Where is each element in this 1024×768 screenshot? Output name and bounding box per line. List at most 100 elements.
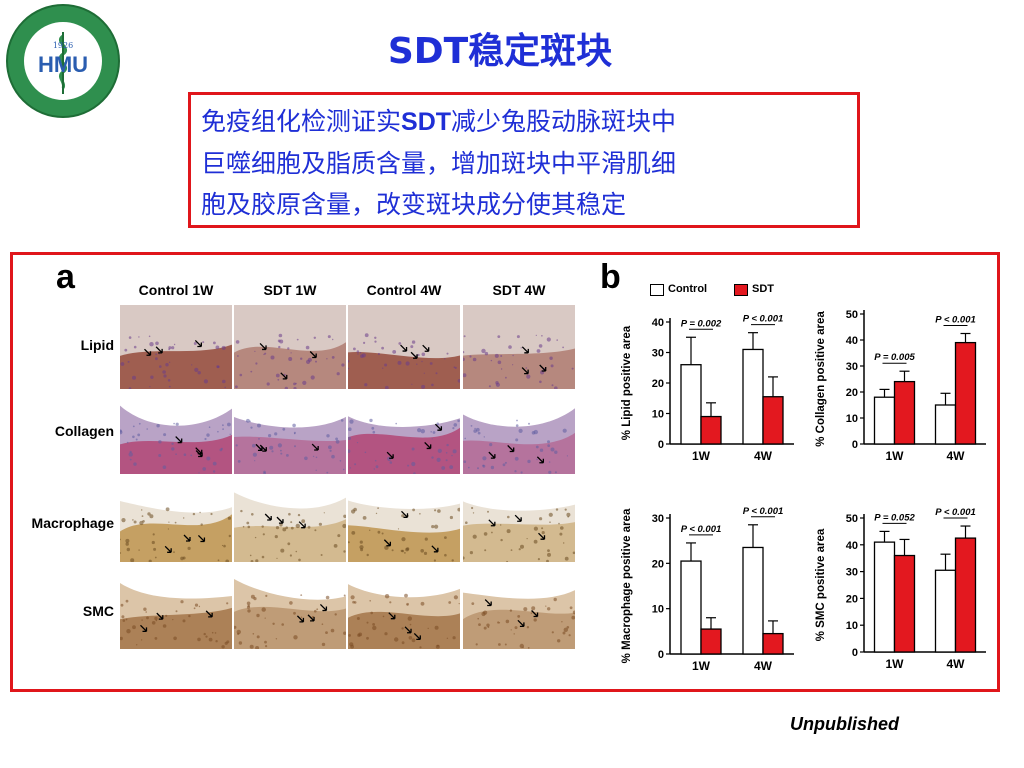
- smc-bar-sdt-4w: [954, 537, 977, 653]
- legend-label-sdt: SDT: [752, 283, 774, 295]
- lipid-bar-sdt-4w: [762, 396, 784, 445]
- smc-y-axis-label: % SMC positive area: [815, 528, 827, 641]
- smc-y-tick-label: 40: [846, 540, 858, 552]
- smc-bar-control-1w: [873, 541, 896, 653]
- collagen-x-tick-label-4w: 4W: [947, 449, 966, 463]
- micrograph-macrophage-4: [463, 478, 575, 562]
- logo-initials: HMU: [38, 52, 88, 77]
- col-head-control-4w: Control 4W: [366, 282, 442, 298]
- legend-swatch-sdt: [734, 284, 748, 296]
- row-head-macrophage: Macrophage: [31, 515, 114, 531]
- macrophage-p-value-4w: P < 0.001: [743, 506, 784, 517]
- col-head-sdt-4w: SDT 4W: [492, 282, 546, 298]
- macrophage-bar-control-1w: [680, 560, 702, 655]
- figure-frame: [10, 252, 1000, 692]
- row-head-lipid: Lipid: [80, 337, 114, 353]
- collagen-bar-sdt-4w: [954, 341, 977, 445]
- collagen-y-tick-label: 20: [846, 387, 858, 399]
- lipid-y-tick-label: 0: [658, 439, 664, 451]
- summary-line-2: 巨噬细胞及脂质含量，增加斑块中平滑肌细: [201, 149, 677, 178]
- collagen-y-tick-label: 40: [846, 335, 858, 347]
- smc-y-tick-label: 50: [846, 513, 858, 525]
- col-head-sdt-1w: SDT 1W: [263, 282, 317, 298]
- legend-label-control: Control: [668, 283, 708, 295]
- macrophage-bar-sdt-4w: [762, 632, 784, 655]
- macrophage-bar-sdt-1w: [700, 628, 722, 655]
- col-head-control-1w: Control 1W: [138, 282, 214, 298]
- macrophage-y-tick-label: 0: [658, 649, 664, 661]
- macrophage-y-tick-label: 30: [652, 513, 664, 525]
- micrograph-lipid-1: [120, 305, 232, 389]
- micrograph-lipid-2: [234, 305, 346, 389]
- university-logo: 1926 HMU: [4, 2, 122, 120]
- micrograph-lipid-4: [463, 305, 575, 389]
- collagen-y-tick-label: 30: [846, 361, 858, 373]
- smc-bar-control-4w: [934, 569, 957, 653]
- micrograph-macrophage-1: [120, 478, 232, 562]
- lipid-x-tick-label-4w: 4W: [754, 449, 773, 463]
- micrograph-smc-3: [348, 565, 460, 649]
- macrophage-y-tick-label: 10: [652, 604, 664, 616]
- lipid-y-tick-label: 40: [652, 317, 664, 329]
- collagen-bar-chart: % Collagen positive area 0 10 20 30 40 50 1W P =…: [815, 309, 986, 463]
- unpublished-note: Unpublished: [790, 714, 899, 734]
- smc-bar-sdt-1w: [893, 554, 916, 653]
- micrograph-collagen-2: [234, 390, 346, 474]
- lipid-y-axis-label: % Lipid positive area: [621, 325, 633, 440]
- lipid-y-tick-label: 30: [652, 348, 664, 360]
- smc-x-tick-label-1w: 1W: [886, 657, 905, 671]
- collagen-p-value-1w: P = 0.005: [874, 352, 915, 363]
- collagen-y-axis-label: % Collagen positive area: [815, 311, 827, 447]
- row-head-collagen: Collagen: [54, 423, 114, 439]
- lipid-bar-chart: % Lipid positive area 0 10 20 30 40 1W P = 0.00…: [621, 314, 794, 463]
- summary-line-1: 免疫组化检测证实SDT减少兔股动脉斑块中: [201, 107, 677, 136]
- row-head-smc: SMC: [82, 603, 114, 619]
- logo-year: 1926: [53, 41, 73, 50]
- slide-title: SDT稳定斑块: [387, 31, 613, 72]
- micrograph-smc-2: [234, 565, 346, 649]
- summary-box: 免疫组化检测证实SDT减少兔股动脉斑块中 巨噬细胞及脂质含量，增加斑块中平滑肌细…: [188, 92, 860, 228]
- micrograph-smc-1: [120, 565, 232, 649]
- smc-y-tick-label: 20: [846, 593, 858, 605]
- micrograph-collagen-1: [120, 390, 232, 474]
- collagen-y-tick-label: 10: [846, 413, 858, 425]
- lipid-bar-control-4w: [742, 348, 764, 445]
- macrophage-bar-control-4w: [742, 546, 764, 655]
- lipid-y-tick-label: 20: [652, 378, 664, 390]
- collagen-x-tick-label-1w: 1W: [886, 449, 905, 463]
- lipid-p-value-4w: P < 0.001: [743, 314, 784, 325]
- macrophage-x-tick-label-4w: 4W: [754, 659, 773, 673]
- summary-line-3: 胞及胶原含量，改变斑块成分使其稳定: [201, 190, 627, 219]
- legend-swatch-control: [650, 284, 664, 296]
- lipid-y-tick-label: 10: [652, 409, 664, 421]
- micrograph-lipid-3: [348, 305, 460, 389]
- collagen-bar-sdt-1w: [893, 380, 916, 445]
- smc-y-tick-label: 10: [846, 620, 858, 632]
- panel-b-letter: b: [600, 258, 621, 296]
- macrophage-x-tick-label-1w: 1W: [692, 659, 711, 673]
- micrograph-macrophage-3: [348, 478, 460, 562]
- smc-y-tick-label: 30: [846, 567, 858, 579]
- collagen-y-tick-label: 0: [852, 439, 858, 451]
- smc-p-value-4w: P < 0.001: [935, 507, 976, 518]
- micrograph-collagen-4: [463, 390, 575, 474]
- collagen-y-tick-label: 50: [846, 309, 858, 321]
- macrophage-y-axis-label: % Macrophage positive area: [621, 508, 633, 663]
- lipid-bar-sdt-1w: [700, 415, 722, 445]
- collagen-p-value-4w: P < 0.001: [935, 315, 976, 326]
- lipid-x-tick-label-1w: 1W: [692, 449, 711, 463]
- smc-y-tick-label: 0: [852, 647, 858, 659]
- smc-bar-chart: % SMC positive area 0 10 20 30 40 50 1W P = 0.05…: [815, 507, 986, 671]
- macrophage-p-value-1w: P < 0.001: [681, 524, 722, 535]
- smc-x-tick-label-4w: 4W: [947, 657, 966, 671]
- micrograph-collagen-3: [348, 390, 460, 474]
- collagen-bar-control-4w: [934, 404, 957, 445]
- smc-p-value-1w: P = 0.052: [874, 512, 915, 523]
- lipid-p-value-1w: P = 0.002: [681, 318, 722, 329]
- collagen-bar-control-1w: [873, 396, 896, 445]
- micrograph-macrophage-2: [234, 478, 346, 562]
- lipid-bar-control-1w: [680, 364, 702, 445]
- panel-a-letter: a: [56, 258, 75, 296]
- macrophage-bar-chart: % Macrophage positive area 0 10 20 30 1W P < 0…: [621, 506, 794, 673]
- micrograph-smc-4: [463, 565, 575, 649]
